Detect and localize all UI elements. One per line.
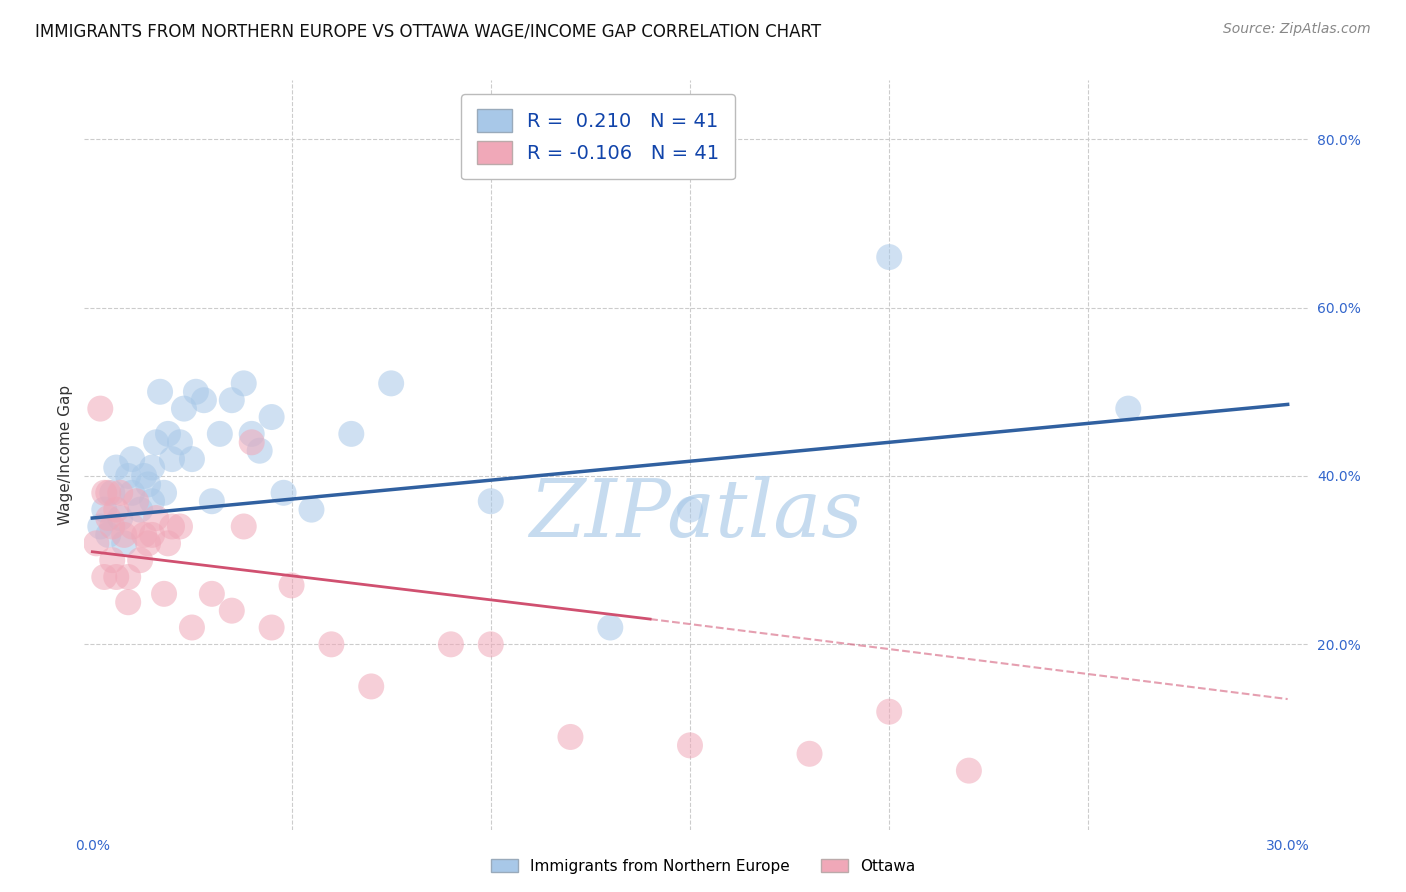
Point xyxy=(97,485,120,500)
Point xyxy=(321,637,343,651)
Point xyxy=(240,426,263,441)
Point xyxy=(101,553,124,567)
Point xyxy=(173,401,195,416)
Point xyxy=(117,595,139,609)
Point xyxy=(380,376,402,391)
Point xyxy=(1116,401,1139,416)
Point xyxy=(184,384,207,399)
Point xyxy=(260,410,283,425)
Point xyxy=(117,469,139,483)
Point xyxy=(301,502,323,516)
Point xyxy=(679,739,702,753)
Point xyxy=(101,485,124,500)
Point xyxy=(273,485,295,500)
Point xyxy=(105,570,128,584)
Point xyxy=(93,502,115,516)
Point xyxy=(799,747,821,761)
Point xyxy=(112,536,135,550)
Point xyxy=(110,485,132,500)
Point xyxy=(117,570,139,584)
Point xyxy=(599,620,621,634)
Point xyxy=(153,587,176,601)
Point xyxy=(101,519,124,533)
Point xyxy=(479,637,502,651)
Point xyxy=(157,536,180,550)
Text: IMMIGRANTS FROM NORTHERN EUROPE VS OTTAWA WAGE/INCOME GAP CORRELATION CHART: IMMIGRANTS FROM NORTHERN EUROPE VS OTTAW… xyxy=(35,22,821,40)
Point xyxy=(201,587,224,601)
Point xyxy=(110,511,132,525)
Point xyxy=(134,469,156,483)
Point xyxy=(221,393,243,408)
Point xyxy=(129,502,152,516)
Point xyxy=(201,494,224,508)
Text: Source: ZipAtlas.com: Source: ZipAtlas.com xyxy=(1223,22,1371,37)
Point xyxy=(232,376,254,391)
Point xyxy=(232,519,254,533)
Point xyxy=(149,384,172,399)
Point xyxy=(86,536,108,550)
Text: ZIPatlas: ZIPatlas xyxy=(529,476,863,554)
Legend: R =  0.210   N = 41, R = -0.106   N = 41: R = 0.210 N = 41, R = -0.106 N = 41 xyxy=(461,94,735,179)
Point xyxy=(181,452,204,467)
Point xyxy=(121,519,143,533)
Point xyxy=(221,604,243,618)
Point xyxy=(141,460,163,475)
Point xyxy=(560,730,582,744)
Point xyxy=(169,519,191,533)
Point xyxy=(93,570,115,584)
Point xyxy=(134,528,156,542)
Point xyxy=(89,401,111,416)
Point xyxy=(957,764,980,778)
Point xyxy=(240,435,263,450)
Point xyxy=(153,485,176,500)
Y-axis label: Wage/Income Gap: Wage/Income Gap xyxy=(58,384,73,525)
Point xyxy=(145,435,167,450)
Point xyxy=(280,578,302,592)
Point xyxy=(136,477,159,491)
Point xyxy=(105,502,128,516)
Point xyxy=(193,393,215,408)
Point xyxy=(97,511,120,525)
Point xyxy=(141,528,163,542)
Point xyxy=(877,250,900,264)
Point xyxy=(112,528,135,542)
Legend: Immigrants from Northern Europe, Ottawa: Immigrants from Northern Europe, Ottawa xyxy=(485,853,921,880)
Point xyxy=(97,528,120,542)
Point xyxy=(160,452,183,467)
Point xyxy=(121,452,143,467)
Point xyxy=(340,426,363,441)
Point xyxy=(208,426,231,441)
Point xyxy=(479,494,502,508)
Point xyxy=(160,519,183,533)
Point xyxy=(260,620,283,634)
Point xyxy=(125,494,148,508)
Point xyxy=(181,620,204,634)
Point xyxy=(89,519,111,533)
Point xyxy=(360,680,382,694)
Point xyxy=(157,426,180,441)
Point xyxy=(877,705,900,719)
Point xyxy=(141,494,163,508)
Point xyxy=(440,637,463,651)
Point xyxy=(105,460,128,475)
Point xyxy=(249,443,271,458)
Point xyxy=(679,502,702,516)
Point xyxy=(169,435,191,450)
Point xyxy=(136,536,159,550)
Point xyxy=(129,553,152,567)
Point xyxy=(121,485,143,500)
Point xyxy=(93,485,115,500)
Point xyxy=(145,511,167,525)
